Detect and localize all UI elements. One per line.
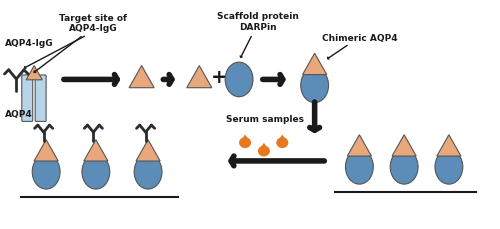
Text: +: + [211, 68, 228, 87]
Polygon shape [26, 66, 42, 80]
Ellipse shape [435, 150, 463, 184]
Text: Target site of
AQP4-IgG: Target site of AQP4-IgG [60, 14, 128, 33]
Polygon shape [437, 135, 461, 156]
Polygon shape [348, 135, 372, 156]
Polygon shape [136, 140, 160, 161]
Text: Serum samples: Serum samples [226, 115, 304, 124]
Text: AQP4: AQP4 [6, 109, 33, 118]
Polygon shape [302, 54, 326, 75]
Polygon shape [34, 140, 58, 161]
Text: Scaffold protein
DARPin: Scaffold protein DARPin [216, 12, 298, 32]
Polygon shape [240, 135, 250, 142]
Ellipse shape [239, 138, 251, 148]
FancyBboxPatch shape [35, 76, 46, 122]
Ellipse shape [276, 138, 288, 148]
Polygon shape [278, 135, 287, 142]
Ellipse shape [82, 155, 110, 189]
Polygon shape [259, 143, 269, 150]
Ellipse shape [300, 69, 328, 103]
Ellipse shape [134, 155, 162, 189]
Text: Chimeric AQP4: Chimeric AQP4 [322, 34, 397, 43]
Ellipse shape [346, 150, 374, 184]
Ellipse shape [258, 146, 270, 157]
Ellipse shape [225, 63, 253, 97]
Polygon shape [129, 66, 154, 88]
Polygon shape [187, 66, 212, 88]
Text: AQP4-IgG: AQP4-IgG [6, 39, 54, 48]
Ellipse shape [390, 150, 418, 184]
Ellipse shape [32, 155, 60, 189]
Polygon shape [84, 140, 108, 161]
FancyBboxPatch shape [22, 76, 32, 122]
Polygon shape [392, 135, 416, 156]
